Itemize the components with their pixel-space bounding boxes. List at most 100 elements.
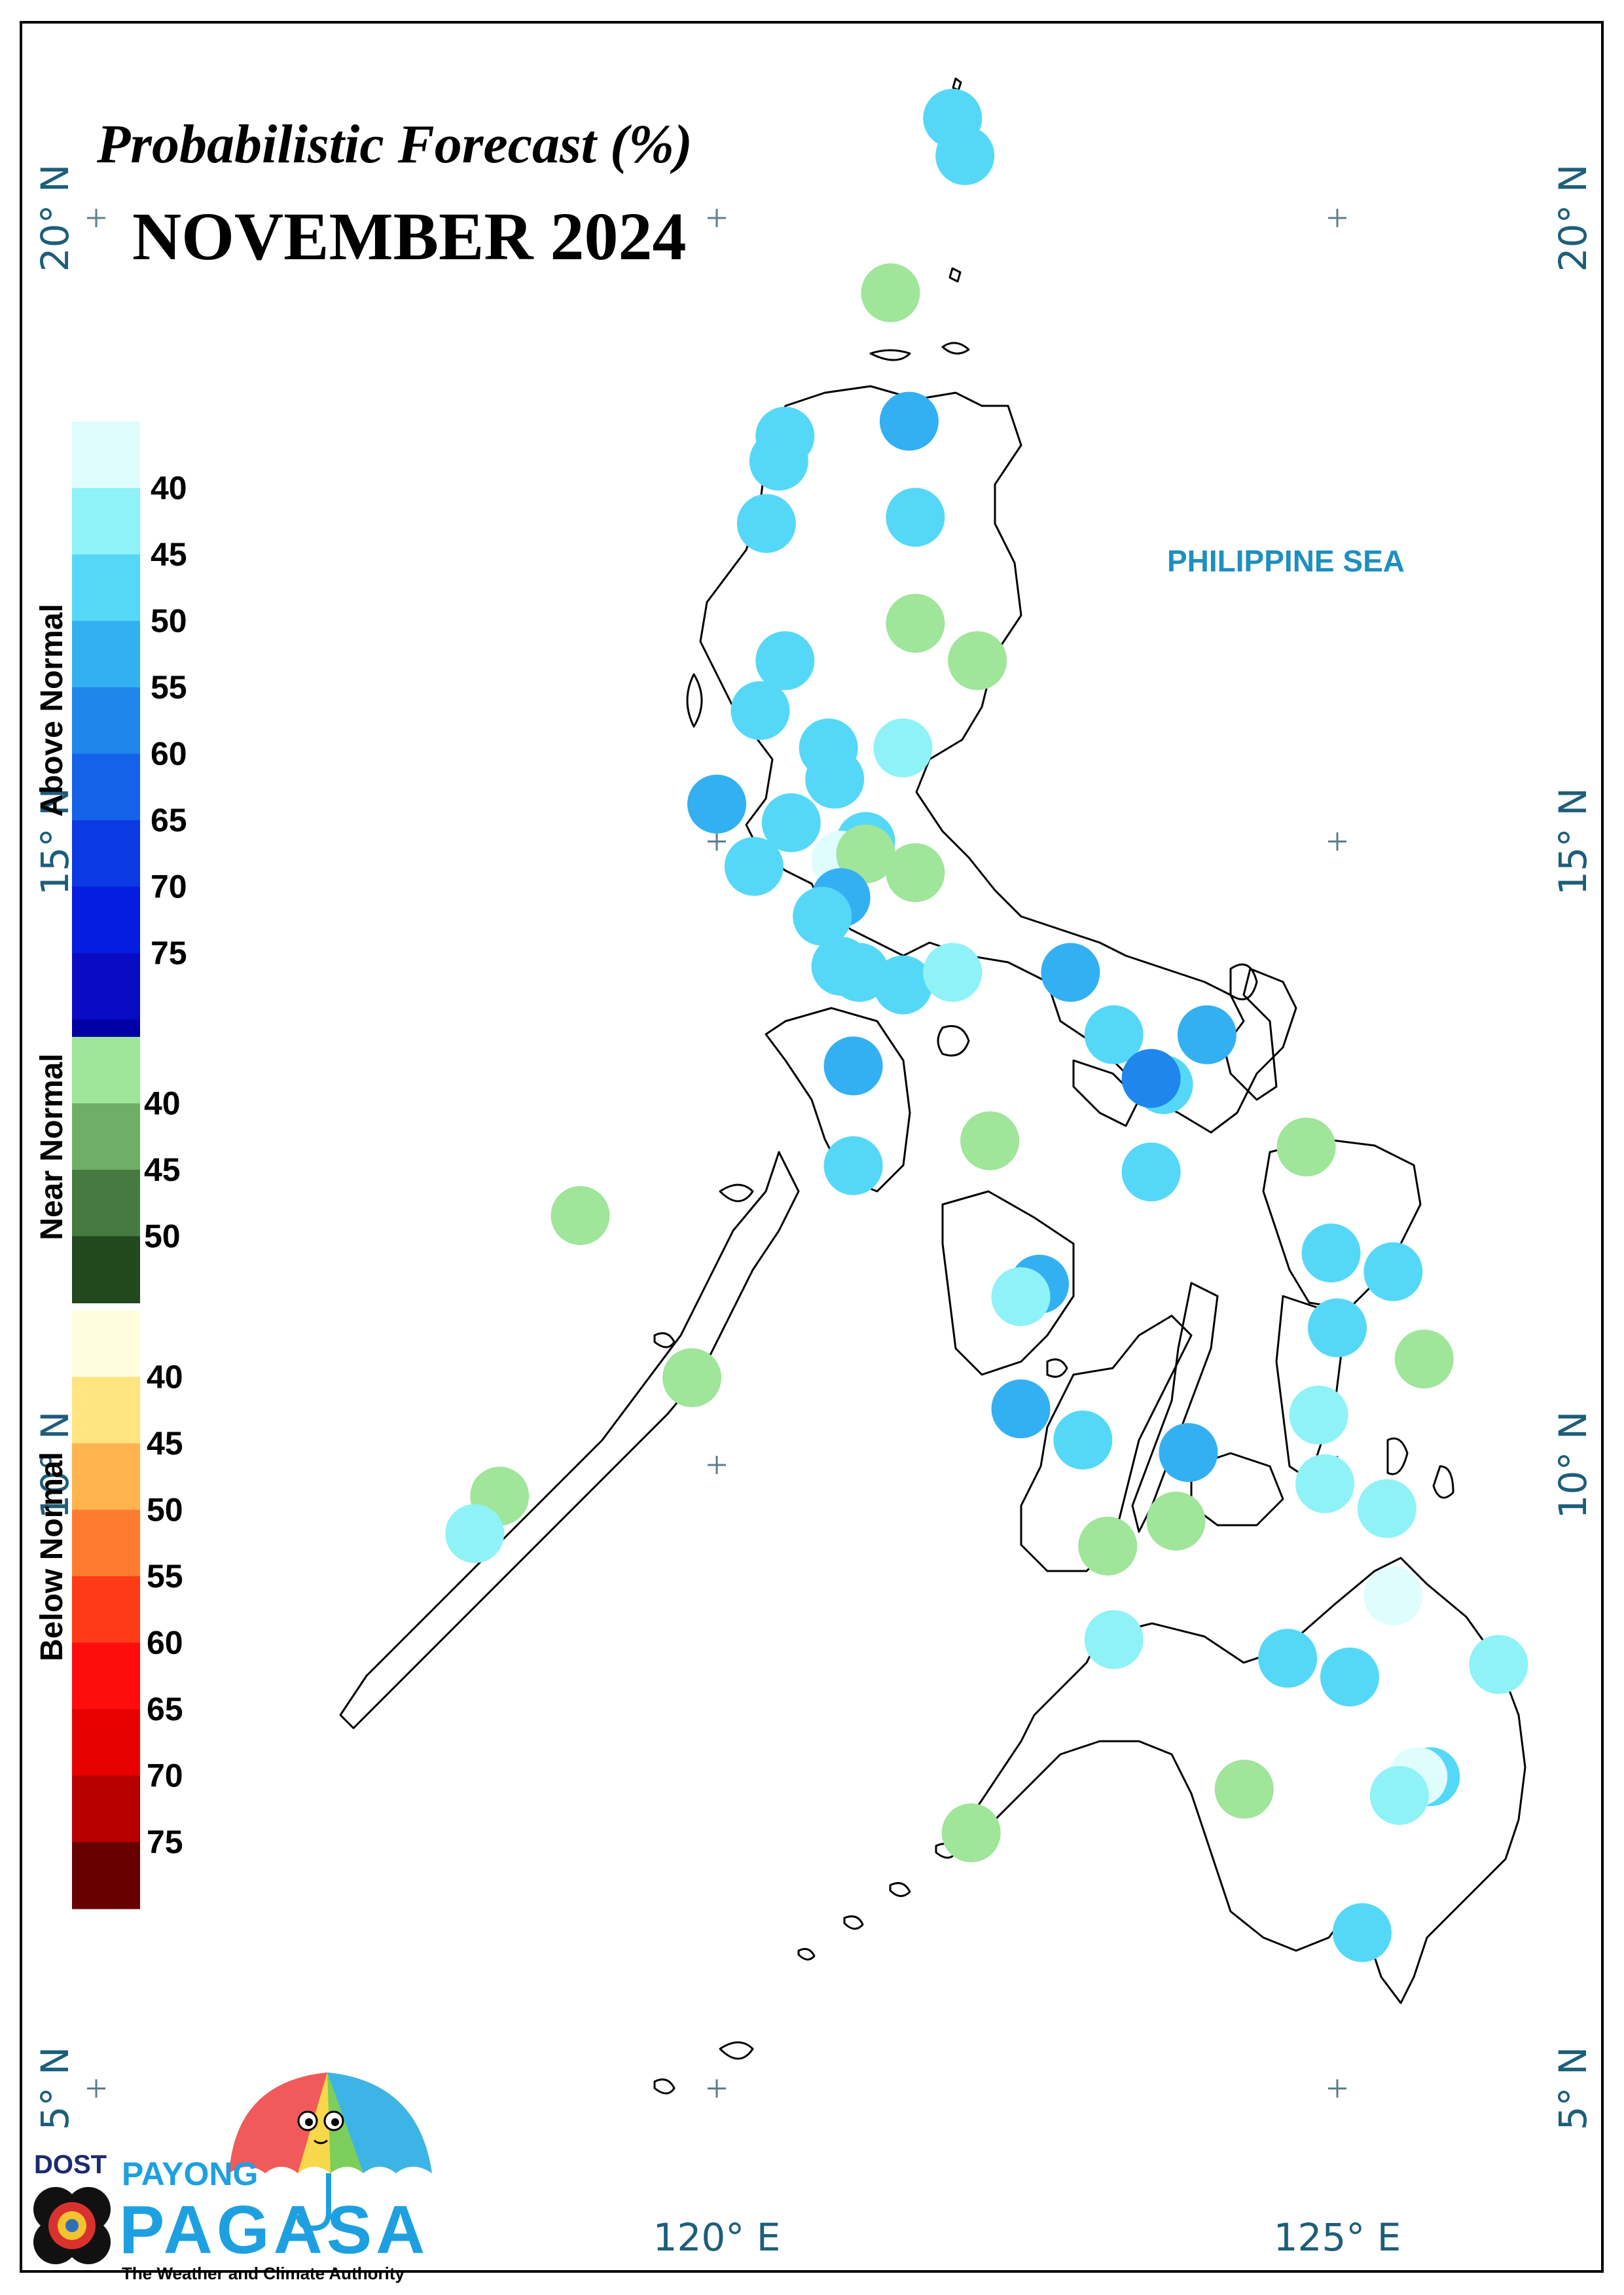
legend-label: 55 — [147, 1558, 183, 1595]
legend-swatch — [72, 1842, 140, 1909]
lon-label: 120° E — [653, 2215, 781, 2260]
station-marker — [1084, 1610, 1144, 1669]
legend-label: 70 — [147, 1758, 183, 1794]
station-marker — [948, 631, 1007, 691]
station-marker — [662, 1348, 722, 1407]
legend-swatch — [72, 1236, 140, 1303]
station-marker — [1084, 1005, 1144, 1064]
graticule-cross — [708, 1456, 726, 1474]
station-marker — [761, 793, 821, 852]
logo-tagline: The Weather and Climate Authority — [122, 2264, 405, 2283]
station-marker — [1078, 1516, 1138, 1576]
station-marker — [1363, 1242, 1423, 1301]
station-marker — [923, 943, 983, 1002]
lat-label-right: 10° N — [1551, 1411, 1595, 1519]
lat-label-right: 15° N — [1551, 787, 1595, 895]
lat-label-left: 15° N — [33, 787, 77, 895]
graticule-cross — [1328, 832, 1346, 851]
station-marker — [1308, 1298, 1367, 1358]
legend-label: 40 — [151, 470, 187, 507]
legend-label: 50 — [144, 1218, 181, 1255]
legend-swatch — [72, 1443, 140, 1511]
legend-swatch — [72, 1170, 140, 1237]
legend-label: 40 — [147, 1359, 183, 1396]
lat-label-right: 5° N — [1551, 2047, 1595, 2131]
legend-label: 75 — [151, 935, 187, 971]
map-frame — [20, 21, 1604, 2273]
graticule-cross — [1328, 209, 1346, 227]
station-marker — [836, 824, 895, 884]
station-marker — [960, 1111, 1020, 1170]
legend-swatch — [72, 753, 140, 821]
station-marker — [873, 718, 933, 778]
legend-swatch — [72, 1775, 140, 1843]
station-marker — [873, 955, 933, 1015]
legend-swatch — [72, 1509, 140, 1577]
station-marker — [1159, 1422, 1218, 1482]
lat-label-left: 10° N — [33, 1411, 77, 1519]
station-marker — [550, 1186, 610, 1245]
legend-label: 70 — [151, 869, 187, 905]
graticule-cross — [708, 209, 726, 227]
station-marker — [823, 1036, 883, 1096]
station-marker — [886, 488, 945, 547]
legend: 40 45 50 55 60 65 70 75 Above Normal 40 45 50 Near N… — [35, 422, 187, 1909]
station-marker — [736, 494, 796, 553]
legend-swatch — [72, 820, 140, 888]
station-marker — [1177, 1005, 1236, 1064]
legend-category-label: Above Normal — [35, 604, 69, 816]
station-marker — [805, 750, 865, 809]
legend-swatch — [72, 1103, 140, 1170]
station-marker — [886, 594, 945, 653]
legend-swatch — [72, 554, 140, 622]
legend-category-label: Below Normal — [35, 1452, 69, 1661]
station-marker — [1320, 1647, 1379, 1707]
map-title: Probabilistic Forecast (%) — [96, 114, 693, 175]
lon-label: 125° E — [1274, 2215, 1401, 2260]
legend-swatch — [72, 886, 140, 954]
station-marker — [935, 126, 995, 185]
station-marker — [1276, 1117, 1336, 1177]
station-marker — [1289, 1385, 1348, 1445]
station-marker — [1363, 1566, 1423, 1626]
station-marker — [991, 1267, 1051, 1326]
coordinate-labels: 20° N 20° N 15° N 15° N 10° N 10° N 5° N 5° N 12… — [33, 164, 1595, 2260]
station-marker — [1214, 1760, 1274, 1819]
legend-label: 45 — [147, 1425, 183, 1462]
station-marker — [445, 1504, 505, 1563]
legend-swatch — [72, 488, 140, 555]
station-marker — [861, 263, 920, 323]
lat-label-left: 20° N — [33, 164, 77, 272]
legend-swatch — [72, 953, 140, 1021]
legend-swatch — [72, 1377, 140, 1444]
legend-swatch — [72, 1037, 140, 1104]
station-marker — [879, 391, 939, 451]
lat-label-right: 20° N — [1551, 164, 1595, 272]
legend-label: 65 — [147, 1691, 183, 1727]
graticule-cross — [708, 2079, 726, 2098]
legend-swatch — [72, 1576, 140, 1644]
umbrella-icon — [229, 2072, 432, 2232]
station-marker — [793, 886, 852, 946]
station-marker — [1332, 1903, 1392, 1962]
station-marker — [1121, 1142, 1181, 1202]
coastline — [339, 77, 1526, 2095]
legend-group: 40 45 50 Near Normal — [35, 1037, 181, 1303]
station-marker — [1121, 1049, 1181, 1108]
graticule-cross — [87, 209, 105, 227]
station-markers — [445, 88, 1528, 1962]
station-marker — [755, 631, 815, 691]
legend-swatch — [72, 687, 140, 755]
legend-swatch — [72, 422, 140, 489]
legend-label: 60 — [147, 1625, 183, 1661]
station-marker — [1146, 1491, 1206, 1551]
legend-swatch — [72, 621, 140, 688]
legend-swatch — [72, 1642, 140, 1710]
lat-label-left: 5° N — [33, 2047, 77, 2131]
legend-label: 50 — [151, 603, 187, 640]
logo-pagasa-text: PAGASA — [119, 2192, 429, 2268]
pagasa-logo: DOST PAYONG PAGASA The Weather and Clima… — [33, 2072, 432, 2283]
station-marker — [687, 774, 746, 834]
station-marker — [1053, 1410, 1113, 1470]
